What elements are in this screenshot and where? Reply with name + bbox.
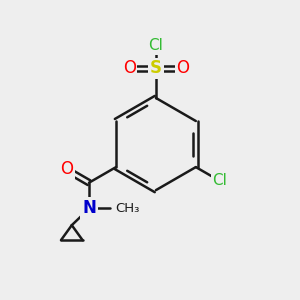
Text: N: N [82,199,96,217]
Text: S: S [150,59,162,77]
Text: O: O [176,59,189,77]
Text: CH₃: CH₃ [115,202,139,215]
Text: O: O [60,160,74,178]
Text: O: O [123,59,136,77]
Text: Cl: Cl [212,173,227,188]
Text: Cl: Cl [148,38,164,53]
